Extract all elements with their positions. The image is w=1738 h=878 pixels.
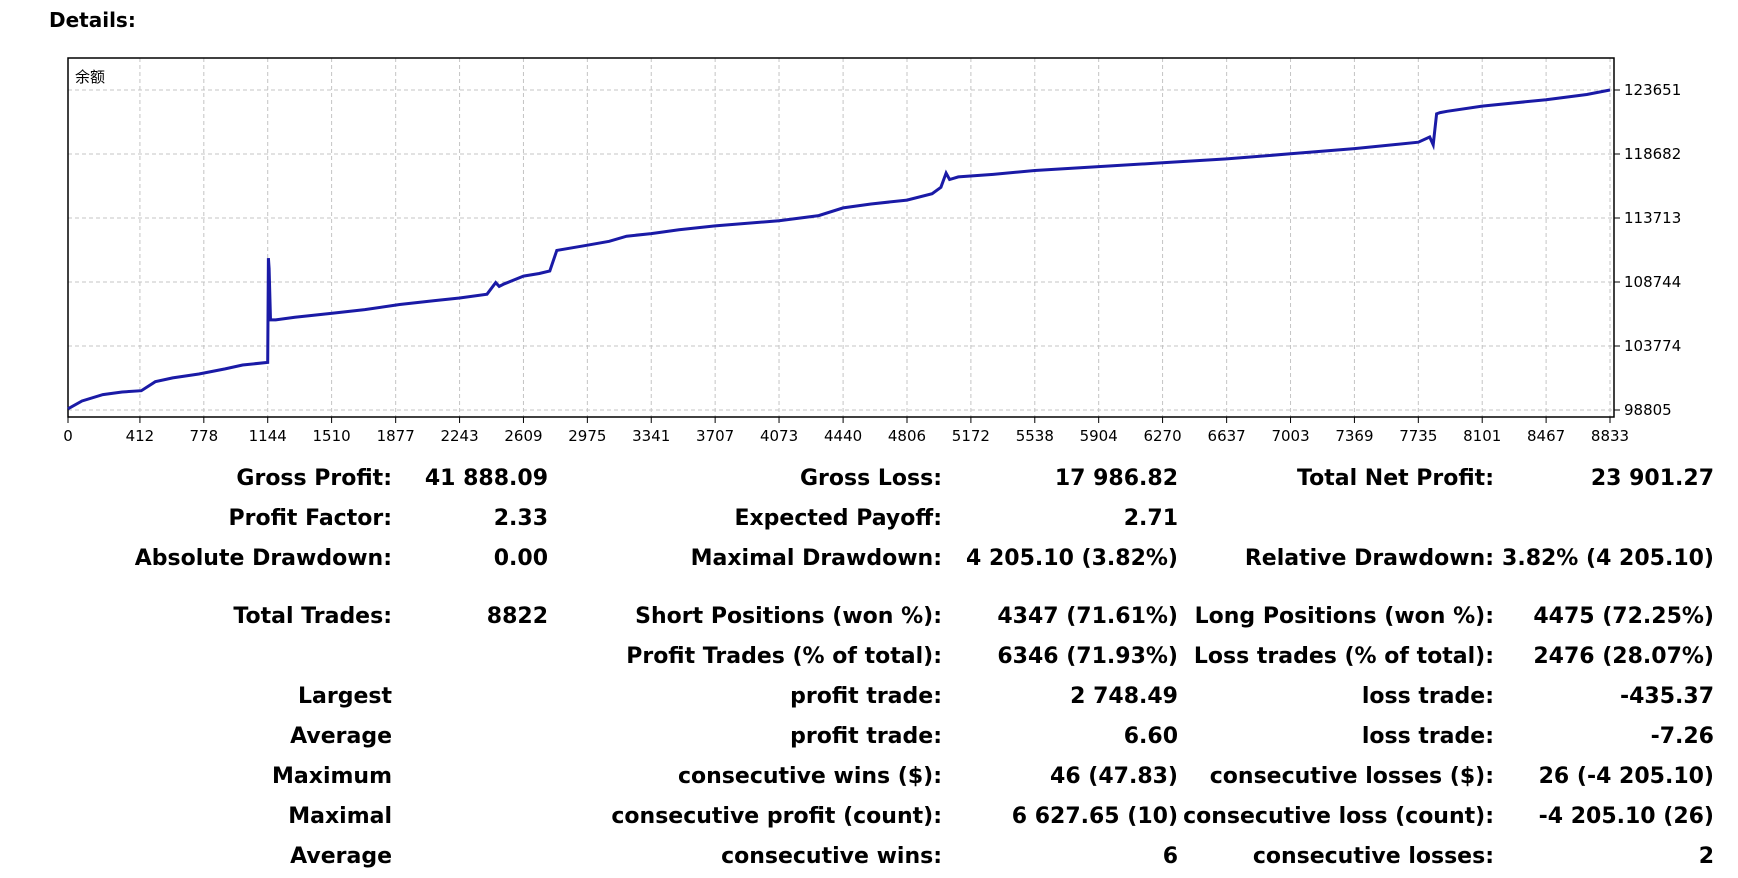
y-tick-label: 98805: [1624, 401, 1672, 419]
x-tick-label: 8467: [1527, 427, 1565, 445]
balance-chart: 余额 98805 103774 108744 113713 118682 123651 0…: [63, 57, 1681, 445]
absolute-drawdown-label: Absolute Drawdown:: [134, 546, 392, 571]
y-tick-label: 118682: [1624, 145, 1681, 163]
expected-payoff-value: 2.71: [1123, 506, 1178, 531]
y-tick-label: 108744: [1624, 273, 1681, 291]
gross-loss-value: 17 986.82: [1054, 466, 1178, 491]
maximum-label: Maximum: [272, 764, 392, 789]
x-tick-label: 2609: [504, 427, 542, 445]
consecutive-wins-value: 46 (47.83): [1050, 764, 1178, 789]
largest-profit-trade-value: 2 748.49: [1070, 684, 1178, 709]
consecutive-loss-value: -4 205.10 (26): [1538, 804, 1714, 829]
consecutive-losses-value: 26 (-4 205.10): [1538, 764, 1714, 789]
consecutive-wins-label: consecutive wins ($):: [677, 764, 942, 789]
largest-label: Largest: [298, 684, 392, 709]
x-tick-label: 1877: [377, 427, 415, 445]
x-tick-label: 7369: [1335, 427, 1373, 445]
x-tick-label: 4440: [824, 427, 862, 445]
x-tick-label: 2975: [568, 427, 606, 445]
x-tick-label: 7003: [1271, 427, 1309, 445]
profit-trades-label: Profit Trades (% of total):: [626, 644, 942, 669]
chart-frame: [67, 57, 1615, 418]
x-tick-label: 3341: [632, 427, 670, 445]
balance-series-line: [67, 88, 1611, 411]
x-tick-label: 6637: [1208, 427, 1246, 445]
gross-profit-label: Gross Profit:: [236, 466, 392, 491]
x-tick-label: 412: [126, 427, 155, 445]
x-axis-ticks: 0 412 778 1144 1510 1877 2243 2609 2975 3341 3707 4…: [63, 417, 1629, 445]
relative-drawdown-value: 3.82% (4 205.10): [1502, 546, 1714, 571]
average-profit-trade-label: profit trade:: [790, 724, 942, 749]
y-tick-label: 113713: [1624, 209, 1681, 227]
short-positions-value: 4347 (71.61%): [997, 604, 1178, 629]
average-consecutive-wins-label: consecutive wins:: [721, 844, 942, 869]
x-tick-label: 5538: [1016, 427, 1054, 445]
x-tick-label: 3707: [696, 427, 734, 445]
x-tick-label: 1510: [313, 427, 351, 445]
consecutive-losses-label: consecutive losses ($):: [1209, 764, 1494, 789]
x-tick-label: 778: [189, 427, 218, 445]
net-profit-value: 23 901.27: [1590, 466, 1714, 491]
largest-loss-trade-label: loss trade:: [1361, 684, 1494, 709]
total-trades-label: Total Trades:: [233, 604, 392, 629]
net-profit-label: Total Net Profit:: [1297, 466, 1494, 491]
loss-trades-value: 2476 (28.07%): [1533, 644, 1714, 669]
average-consecutive-wins-value: 6: [1162, 844, 1178, 869]
x-tick-label: 5172: [952, 427, 990, 445]
details-title: Details:: [49, 8, 136, 32]
largest-profit-trade-label: profit trade:: [790, 684, 942, 709]
relative-drawdown-label: Relative Drawdown:: [1244, 546, 1494, 571]
x-tick-label: 1144: [249, 427, 287, 445]
x-tick-label: 7735: [1399, 427, 1437, 445]
maximal-drawdown-label: Maximal Drawdown:: [690, 546, 942, 571]
total-trades-value: 8822: [486, 604, 548, 629]
x-tick-label: 8833: [1591, 427, 1629, 445]
x-tick-label: 4073: [760, 427, 798, 445]
maximal-drawdown-value: 4 205.10 (3.82%): [966, 546, 1178, 571]
y-axis-ticks: 98805 103774 108744 113713 118682 123651: [1614, 81, 1681, 419]
y-tick-label: 103774: [1624, 337, 1681, 355]
profit-factor-value: 2.33: [493, 506, 548, 531]
y-tick-label: 123651: [1624, 81, 1681, 99]
legend-label: 余额: [75, 68, 105, 86]
average-loss-trade-value: -7.26: [1650, 724, 1714, 749]
maximal-label: Maximal: [288, 804, 392, 829]
consecutive-profit-value: 6 627.65 (10): [1011, 804, 1178, 829]
largest-loss-trade-value: -435.37: [1619, 684, 1714, 709]
x-tick-label: 4806: [888, 427, 926, 445]
short-positions-label: Short Positions (won %):: [635, 604, 942, 629]
gross-profit-value: 41 888.09: [424, 466, 548, 491]
average-consecutive-losses-label: consecutive losses:: [1252, 844, 1494, 869]
average-consecutive-losses-value: 2: [1698, 844, 1714, 869]
x-tick-label: 6270: [1143, 427, 1181, 445]
average-consecutive-label: Average: [290, 844, 392, 869]
x-tick-label: 8101: [1463, 427, 1501, 445]
expected-payoff-label: Expected Payoff:: [734, 506, 942, 531]
x-tick-label: 5904: [1080, 427, 1118, 445]
average-profit-trade-value: 6.60: [1123, 724, 1178, 749]
average-label: Average: [290, 724, 392, 749]
gross-loss-label: Gross Loss:: [800, 466, 942, 491]
consecutive-profit-label: consecutive profit (count):: [611, 804, 942, 829]
profit-trades-value: 6346 (71.93%): [997, 644, 1178, 669]
profit-factor-label: Profit Factor:: [228, 506, 392, 531]
long-positions-value: 4475 (72.25%): [1533, 604, 1714, 629]
absolute-drawdown-value: 0.00: [493, 546, 548, 571]
chart-grid: [68, 58, 1614, 417]
average-loss-trade-label: loss trade:: [1361, 724, 1494, 749]
x-tick-label: 0: [63, 427, 73, 445]
consecutive-loss-label: consecutive loss (count):: [1183, 804, 1494, 829]
long-positions-label: Long Positions (won %):: [1194, 604, 1494, 629]
loss-trades-label: Loss trades (% of total):: [1193, 644, 1494, 669]
x-tick-label: 2243: [440, 427, 478, 445]
